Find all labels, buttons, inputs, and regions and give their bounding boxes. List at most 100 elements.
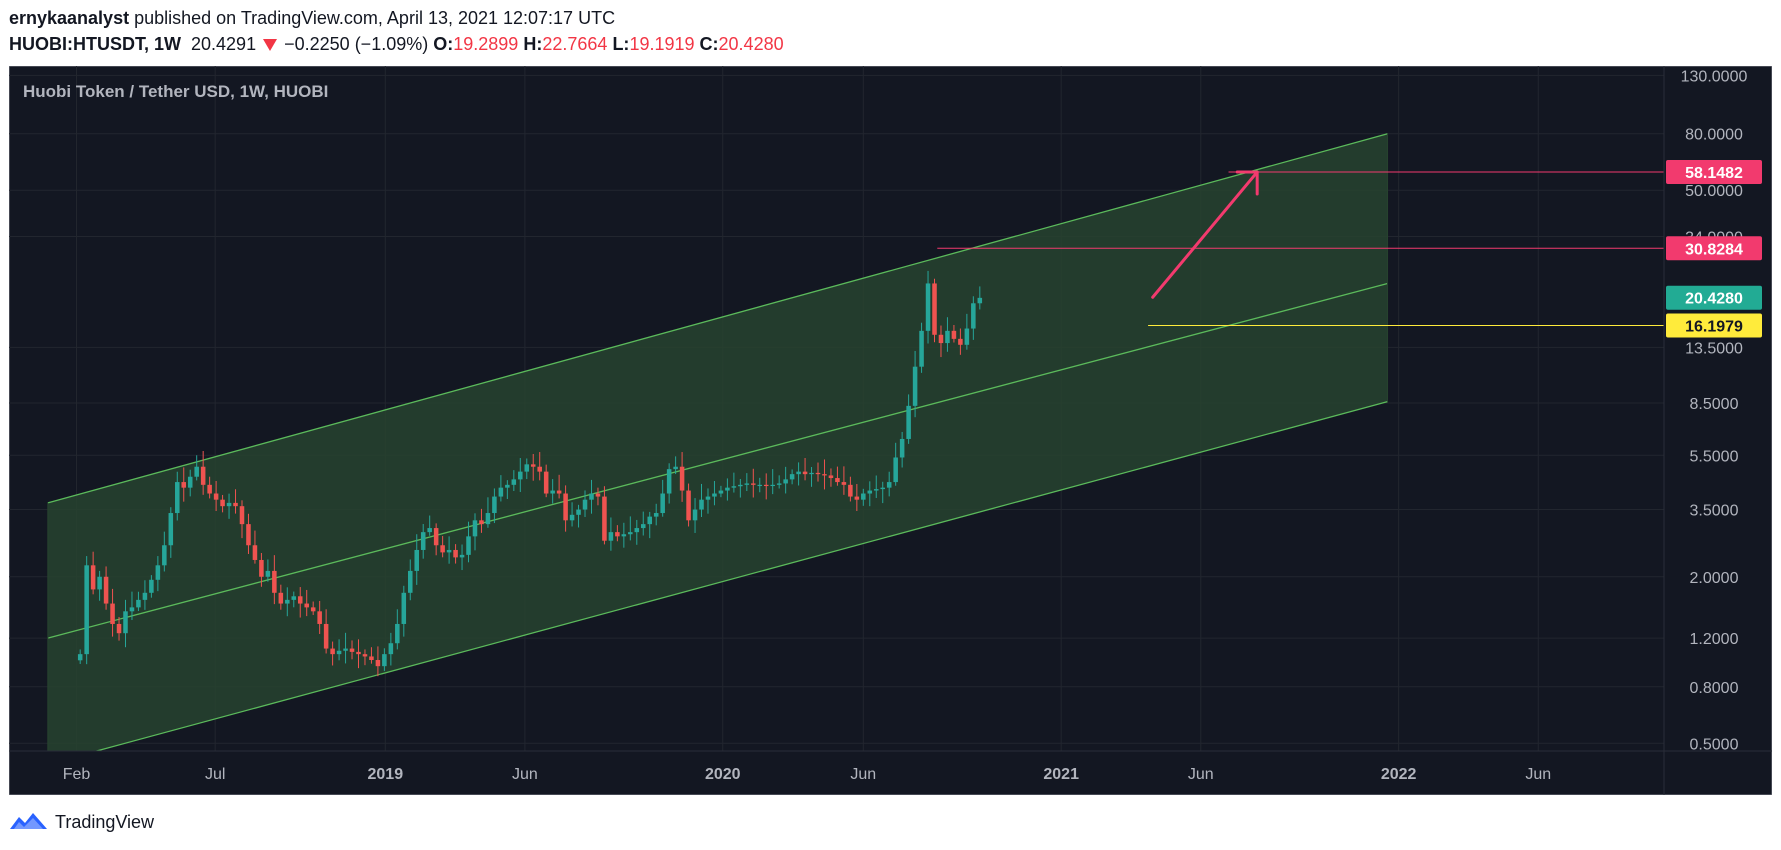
candle [524,464,530,472]
candle [155,565,161,580]
y-tick-label: 8.5000 [1690,396,1739,413]
candle [142,592,148,600]
candle [725,487,730,491]
candle [679,466,685,491]
channel-upper-line [47,133,1388,504]
candle [375,660,381,667]
candle [958,338,963,345]
candle [880,487,885,490]
y-tick-label: 50.0000 [1685,183,1743,200]
tradingview-logo-icon [10,813,47,829]
x-tick-label: Jun [850,766,876,783]
candle [110,603,115,624]
candle [822,474,827,476]
high-value: 22.7664 [542,34,608,54]
candle [628,532,633,535]
close-value: 20.4280 [718,34,784,54]
candle [886,482,892,488]
chart-title: Huobi Token / Tether USD, 1W, HUOBI [23,82,328,101]
candle [103,576,109,604]
time-axis[interactable]: Feb Jul 2019 Jun 2020 Jun 2021 Jun 2022 Jun [63,766,1551,783]
candle [835,478,840,483]
candle [912,366,918,406]
price-axis[interactable]: 130.000080.000050.000034.000013.50008.50… [1681,68,1748,753]
candle [841,482,847,485]
y-tick-label: 0.8000 [1690,680,1739,697]
low-label: L: [612,34,630,54]
y-tick-label: 3.5000 [1690,503,1739,520]
candle [932,283,937,335]
y-tick-label: 0.5000 [1690,736,1739,753]
candle [867,490,873,494]
candle [893,457,898,483]
candle [899,438,905,458]
candle [278,592,284,604]
target-arrow [1151,170,1259,299]
candle [129,607,135,612]
candle [252,545,258,560]
author-name[interactable]: ernykaanalyst [9,8,130,28]
y-tick-label: 1.2000 [1690,631,1739,648]
candle [763,484,769,487]
candle [964,328,970,345]
candle [84,565,89,655]
candle [388,643,394,655]
candle [97,576,102,590]
candle [304,603,309,608]
x-tick-label: Jun [1188,766,1214,783]
low-value: 19.1919 [629,34,695,54]
candle [356,651,361,655]
price-line-label: 58.1482 [1685,165,1743,182]
chart-panel[interactable]: 130.000080.000050.000034.000013.50008.50… [9,66,1772,795]
close-label: C: [699,34,719,54]
candle [343,648,348,651]
candle [660,493,665,514]
candle [317,611,322,624]
candle [640,524,646,529]
x-tick-label: 2021 [1043,766,1079,783]
candle [498,487,504,497]
candle [136,599,141,608]
down-triangle-icon [263,39,278,52]
last-price-label: 20.4280 [1685,291,1743,308]
candle [705,496,711,500]
candle [906,405,911,439]
published-text: published on TradingView.com, April 13, … [134,8,616,28]
last-price-label-bg [1666,285,1762,310]
candle [595,493,601,497]
candle [233,502,238,507]
channel-lower-line [94,400,1388,751]
change-value: −0.2250 (−1.09%) [284,34,429,54]
candle [207,484,212,494]
candle [265,570,271,577]
high-label: H: [523,34,543,54]
candle [213,493,219,500]
regression-channel [47,133,1389,751]
footer-brand[interactable]: TradingView [55,811,155,832]
candle [330,648,335,655]
candle [239,506,245,525]
candle [401,592,407,624]
candle [938,334,944,344]
candle [200,466,206,485]
candle [149,579,154,593]
x-tick-label: 2019 [368,766,404,783]
x-tick-label: Feb [63,766,91,783]
candle [382,654,387,667]
candle [951,330,957,339]
candle [472,520,478,537]
candle [854,496,860,500]
candle [181,482,187,488]
x-tick-label: Jun [1525,766,1551,783]
candle [718,490,724,494]
candle [828,475,834,479]
candle [123,611,128,634]
candle [634,528,640,533]
candle [427,528,432,533]
candle [459,554,465,558]
candles [77,270,983,677]
candle [789,474,795,480]
candle [589,493,594,500]
candle [162,545,167,566]
candle [666,469,672,494]
